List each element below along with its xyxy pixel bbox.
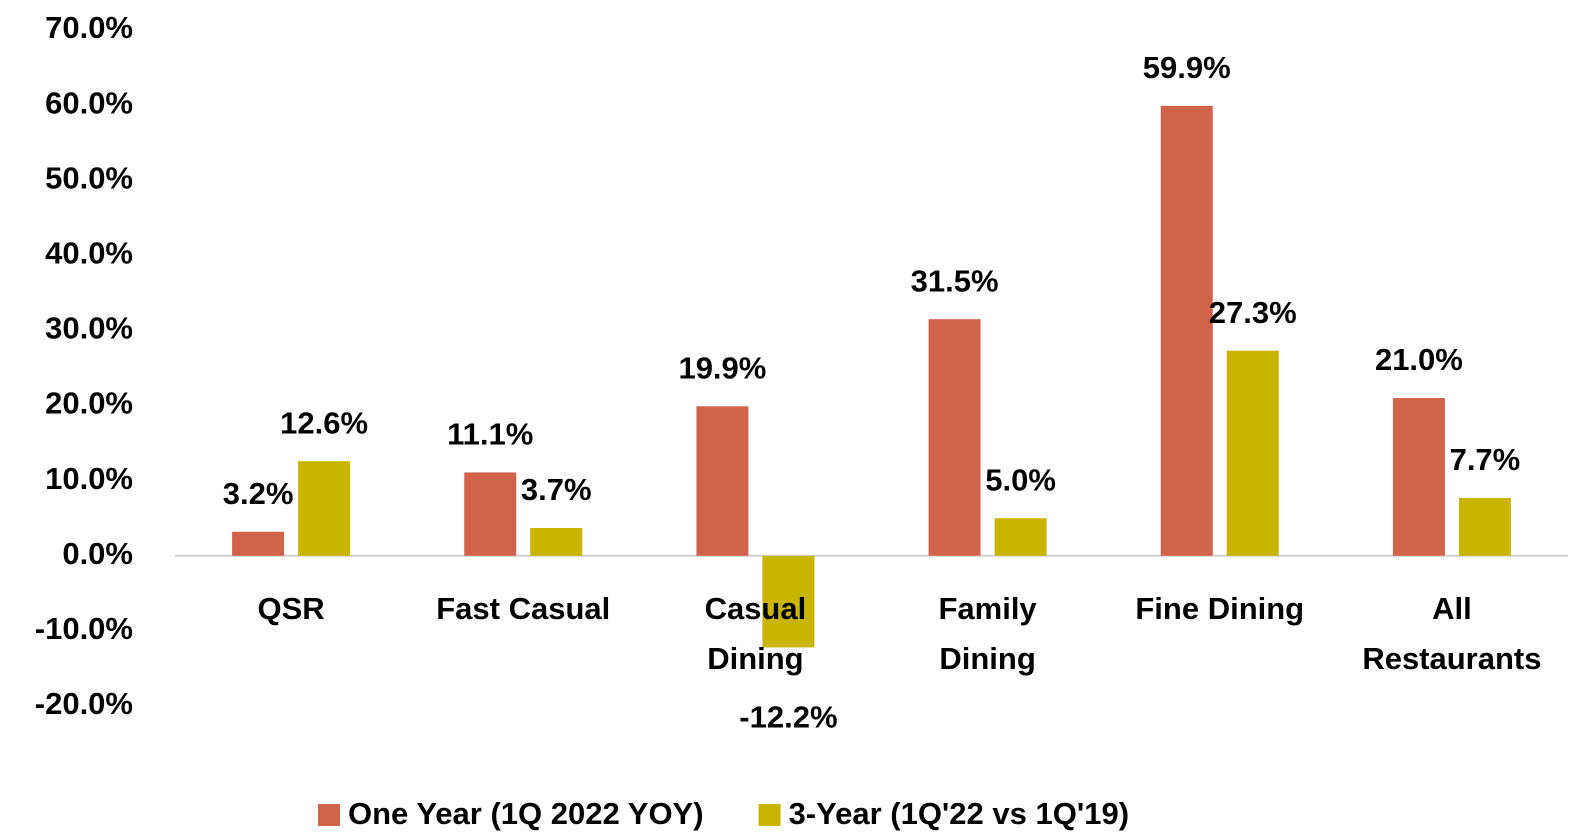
bar bbox=[298, 461, 351, 556]
data-label: 12.6% bbox=[280, 405, 368, 440]
legend-swatch bbox=[318, 804, 340, 826]
x-tick-label: Casual Dining bbox=[704, 590, 807, 676]
data-label: 19.9% bbox=[678, 350, 766, 385]
y-tick-label: -10.0% bbox=[35, 611, 133, 646]
bar bbox=[1458, 497, 1511, 556]
bar bbox=[1226, 350, 1279, 556]
data-label: 5.0% bbox=[985, 462, 1056, 497]
x-tick-label: All Restaurants bbox=[1362, 590, 1542, 676]
legend-label: One Year (1Q 2022 YOY) bbox=[348, 796, 704, 831]
data-label: 3.2% bbox=[223, 476, 294, 511]
data-label: 7.7% bbox=[1450, 442, 1521, 477]
y-tick-label: -20.0% bbox=[35, 686, 133, 721]
bar bbox=[994, 518, 1047, 556]
data-label: -12.2% bbox=[739, 700, 837, 735]
bar bbox=[530, 527, 583, 556]
x-tick-label: Fast Casual bbox=[436, 590, 611, 626]
data-label: 11.1% bbox=[447, 417, 533, 452]
bar bbox=[464, 472, 517, 556]
bar bbox=[928, 319, 981, 556]
bar bbox=[762, 555, 815, 648]
legend-swatch bbox=[758, 804, 781, 826]
x-tick-label: QSR bbox=[257, 590, 325, 626]
y-tick-label: 40.0% bbox=[45, 236, 133, 271]
y-tick-label: 70.0% bbox=[45, 10, 133, 45]
y-tick-label: 30.0% bbox=[45, 311, 133, 346]
x-tick-label: Fine Dining bbox=[1135, 590, 1305, 626]
bar bbox=[1160, 105, 1213, 556]
legend-label: 3-Year (1Q'22 vs 1Q'19) bbox=[789, 796, 1129, 831]
y-tick-label: 10.0% bbox=[45, 461, 133, 496]
bar bbox=[696, 406, 749, 556]
bar bbox=[1392, 398, 1445, 556]
data-label: 27.3% bbox=[1209, 295, 1297, 330]
data-label: 31.5% bbox=[911, 263, 999, 298]
data-label: 3.7% bbox=[521, 472, 592, 507]
bar bbox=[232, 531, 285, 556]
data-label: 59.9% bbox=[1143, 50, 1231, 85]
y-tick-label: 20.0% bbox=[45, 386, 133, 421]
y-tick-label: 60.0% bbox=[45, 85, 133, 120]
y-tick-label: 50.0% bbox=[45, 160, 133, 195]
x-tick-label: Family Dining bbox=[938, 590, 1037, 676]
data-label: 21.0% bbox=[1375, 342, 1463, 377]
y-tick-label: 0.0% bbox=[62, 536, 133, 571]
